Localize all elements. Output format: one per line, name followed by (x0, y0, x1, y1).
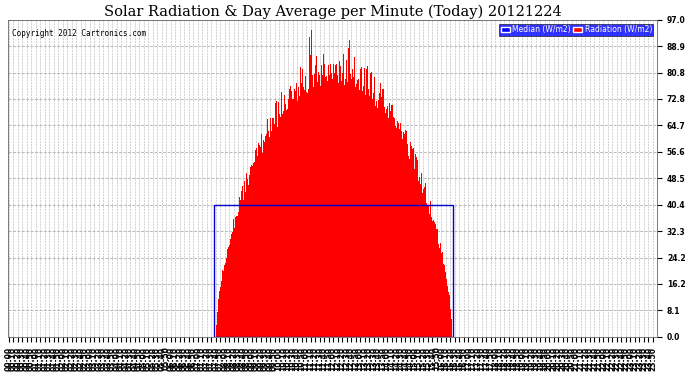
Bar (215, 205, 453, 337)
Title: Solar Radiation & Day Average per Minute (Today) 20121224: Solar Radiation & Day Average per Minute… (104, 4, 562, 18)
Text: Copyright 2012 Cartronics.com: Copyright 2012 Cartronics.com (12, 29, 146, 38)
Legend: Median (W/m2), Radiation (W/m2): Median (W/m2), Radiation (W/m2) (499, 24, 653, 36)
